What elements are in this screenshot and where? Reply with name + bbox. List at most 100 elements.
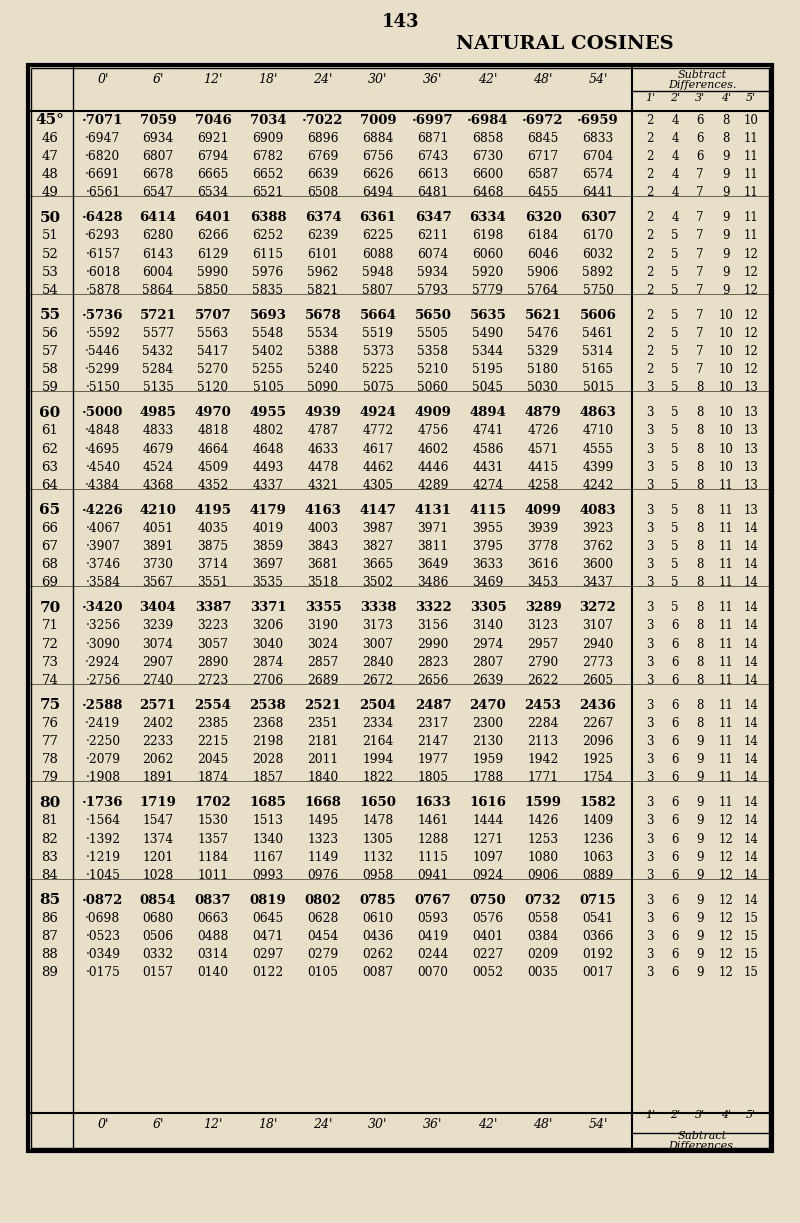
Text: 51: 51	[42, 229, 58, 242]
Text: 143: 143	[382, 13, 418, 31]
Text: 2368: 2368	[252, 717, 284, 730]
Text: 8: 8	[722, 132, 730, 144]
Text: 12: 12	[718, 912, 734, 925]
Text: 6347: 6347	[414, 212, 451, 224]
Text: 1994: 1994	[362, 753, 394, 766]
Text: 5850: 5850	[198, 284, 229, 297]
Text: 1028: 1028	[142, 868, 174, 882]
Text: 4289: 4289	[418, 479, 449, 492]
Text: 2402: 2402	[142, 717, 174, 730]
Text: 1323: 1323	[307, 833, 338, 845]
Text: 74: 74	[42, 674, 58, 687]
Text: ·5592: ·5592	[86, 327, 121, 340]
Text: 4: 4	[671, 186, 678, 199]
Text: 5: 5	[671, 558, 678, 571]
Text: 6: 6	[671, 717, 678, 730]
Text: 4909: 4909	[414, 406, 451, 419]
Text: 2957: 2957	[527, 637, 558, 651]
Text: 58: 58	[42, 363, 58, 377]
Text: 53: 53	[42, 265, 58, 279]
Text: 4985: 4985	[139, 406, 177, 419]
Text: 1097: 1097	[473, 851, 503, 863]
Text: 6782: 6782	[252, 150, 284, 163]
Text: 4: 4	[671, 132, 678, 144]
Text: 6266: 6266	[198, 229, 229, 242]
Text: 2656: 2656	[418, 674, 449, 687]
Text: 11: 11	[718, 656, 734, 669]
Text: 3223: 3223	[198, 619, 229, 632]
Text: 3: 3	[646, 912, 654, 925]
Text: 2130: 2130	[473, 735, 503, 748]
Text: 3387: 3387	[194, 600, 231, 614]
Text: 8: 8	[696, 461, 704, 473]
Text: 42': 42'	[478, 1118, 498, 1130]
Text: 6225: 6225	[362, 229, 394, 242]
Text: 3123: 3123	[527, 619, 558, 632]
Text: 3697: 3697	[252, 558, 284, 571]
Text: 48': 48'	[534, 1118, 553, 1130]
Text: 6239: 6239	[307, 229, 338, 242]
Text: 86: 86	[42, 912, 58, 925]
Text: 0628: 0628	[307, 912, 338, 925]
Text: 3024: 3024	[307, 637, 338, 651]
Text: 6032: 6032	[582, 247, 614, 260]
Text: 11: 11	[718, 522, 734, 534]
Text: 2045: 2045	[198, 753, 229, 766]
Text: 3239: 3239	[142, 619, 174, 632]
Text: 3: 3	[646, 382, 654, 394]
Text: 3: 3	[646, 558, 654, 571]
Text: 8: 8	[696, 406, 704, 419]
Text: 0279: 0279	[307, 948, 338, 961]
Text: 5548: 5548	[252, 327, 284, 340]
Text: ·6428: ·6428	[82, 212, 124, 224]
Text: 1874: 1874	[198, 772, 229, 784]
Text: 0': 0'	[98, 1118, 109, 1130]
Text: 5707: 5707	[194, 308, 231, 322]
Text: 2284: 2284	[527, 717, 558, 730]
Text: 6665: 6665	[198, 169, 229, 181]
Text: ·4695: ·4695	[86, 443, 121, 455]
Text: 5678: 5678	[305, 308, 342, 322]
Text: 6: 6	[671, 735, 678, 748]
Text: 2: 2	[646, 169, 654, 181]
Text: 0366: 0366	[582, 929, 614, 943]
Text: 5721: 5721	[139, 308, 177, 322]
Text: 6652: 6652	[252, 169, 284, 181]
Text: 2: 2	[646, 114, 654, 127]
Text: 45°: 45°	[35, 113, 65, 127]
Text: ·0349: ·0349	[86, 948, 121, 961]
Text: ·3746: ·3746	[86, 558, 121, 571]
Text: 6756: 6756	[362, 150, 394, 163]
Text: 9: 9	[696, 912, 704, 925]
Text: 2': 2'	[670, 93, 680, 103]
Text: 2: 2	[646, 265, 654, 279]
Text: 6626: 6626	[362, 169, 394, 181]
Text: 2538: 2538	[250, 698, 286, 712]
Text: ·0872: ·0872	[82, 894, 124, 906]
Text: Subtract: Subtract	[678, 70, 726, 79]
Text: 6704: 6704	[582, 150, 614, 163]
Text: 12: 12	[744, 345, 758, 358]
Text: 5: 5	[671, 382, 678, 394]
Text: 6: 6	[671, 948, 678, 961]
Text: 4602: 4602	[418, 443, 449, 455]
Text: 4': 4'	[721, 93, 731, 103]
Text: 1461: 1461	[418, 815, 449, 827]
Text: 2: 2	[646, 229, 654, 242]
Text: 3: 3	[646, 424, 654, 438]
Text: 6046: 6046	[527, 247, 558, 260]
Text: 6252: 6252	[252, 229, 284, 242]
Text: 9: 9	[696, 815, 704, 827]
Text: 14: 14	[743, 558, 758, 571]
Text: 3600: 3600	[582, 558, 614, 571]
Text: 1650: 1650	[359, 796, 397, 810]
Text: 11: 11	[718, 479, 734, 492]
Text: 6743: 6743	[418, 150, 449, 163]
Text: 5: 5	[671, 308, 678, 322]
Text: ·1908: ·1908	[86, 772, 121, 784]
Text: 5835: 5835	[253, 284, 283, 297]
Text: 5793: 5793	[418, 284, 449, 297]
Text: 1959: 1959	[472, 753, 504, 766]
Text: 3: 3	[646, 772, 654, 784]
Text: 3535: 3535	[253, 576, 283, 589]
